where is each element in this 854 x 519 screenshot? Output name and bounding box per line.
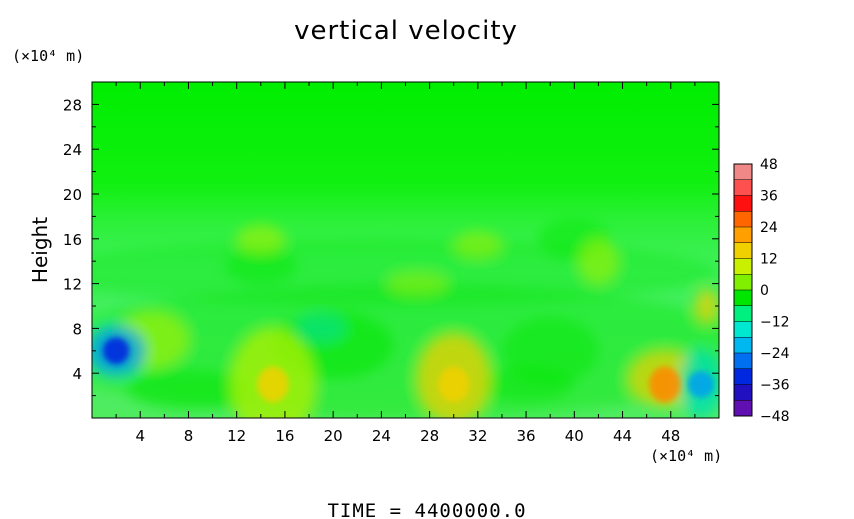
colorbar-label: −24	[760, 346, 790, 362]
heatmap-field	[92, 82, 719, 418]
heatmap-cell	[438, 366, 470, 403]
colorbar-segment	[734, 337, 752, 354]
y-tick-label: 8	[72, 320, 82, 338]
x-tick-label: 32	[468, 427, 487, 445]
heatmap-cell	[257, 366, 289, 403]
colorbar-segment	[734, 195, 752, 212]
heatmap-cell	[453, 230, 502, 258]
heatmap-cell	[501, 317, 599, 385]
colorbar-segment	[734, 305, 752, 322]
colorbar-segment	[734, 274, 752, 291]
heatmap-cell	[687, 370, 715, 398]
x-tick-label: 24	[372, 427, 391, 445]
colorbar-segment	[734, 242, 752, 259]
colorbar-label: −36	[760, 378, 790, 394]
y-tick-label: 20	[63, 186, 82, 204]
colorbar-label: 48	[760, 157, 778, 173]
y-axis-label: Height	[28, 217, 52, 283]
colorbar-segment	[734, 290, 752, 307]
x-tick-label: 20	[324, 427, 343, 445]
y-axis-ticks: 4 8 12 16 20 24 28	[63, 96, 719, 397]
colorbar-segment	[734, 400, 752, 417]
colorbar	[733, 163, 753, 417]
colorbar-label: 24	[760, 220, 778, 236]
y-unit-label: (×10⁴ m)	[12, 47, 84, 65]
colorbar-label: 36	[760, 189, 778, 205]
heatmap-cell	[296, 314, 346, 342]
x-tick-label: 48	[661, 427, 680, 445]
x-tick-label: 12	[227, 427, 246, 445]
colorbar-frame	[733, 163, 753, 417]
heatmap-cell	[128, 369, 249, 411]
colorbar-segment	[734, 179, 752, 196]
y-tick-label: 28	[63, 96, 82, 114]
colorbar-segment	[734, 368, 752, 385]
x-unit-label: (×10⁴ m)	[650, 447, 722, 465]
colorbar-segment	[734, 211, 752, 228]
heatmap-cell	[387, 272, 448, 295]
y-tick-label: 4	[72, 365, 82, 383]
colorbar-label: −48	[760, 409, 790, 425]
colorbar-labels: 48 36 24 12 0 −12 −24 −36 −48	[760, 157, 790, 425]
colorbar-segment	[734, 258, 752, 275]
x-tick-label: 40	[565, 427, 584, 445]
heatmap-cell	[477, 367, 575, 402]
heatmap-cell	[102, 337, 130, 365]
x-tick-label: 44	[613, 427, 632, 445]
chart-title: vertical velocity	[294, 16, 518, 46]
x-tick-label: 4	[135, 427, 145, 445]
y-tick-label: 24	[63, 141, 82, 159]
y-tick-label: 16	[63, 231, 82, 249]
x-tick-label: 28	[420, 427, 439, 445]
x-tick-label: 8	[184, 427, 194, 445]
x-tick-label: 16	[275, 427, 294, 445]
x-tick-label: 36	[517, 427, 536, 445]
heatmap-cell	[92, 238, 719, 306]
colorbar-label: 12	[760, 252, 778, 268]
colorbar-segment	[734, 164, 752, 181]
heatmap-cell	[649, 366, 681, 403]
x-axis-ticks: 4 8 12 16 20 24 28 32 36 40 44 48	[115, 82, 696, 445]
colorbar-segment	[734, 321, 752, 338]
colorbar-segment	[734, 227, 752, 244]
heatmap-cell	[579, 238, 618, 284]
colorbar-segment	[734, 353, 752, 370]
colorbar-segment	[734, 384, 752, 401]
time-footer: TIME = 4400000.0	[327, 500, 526, 519]
heatmap-cell	[694, 289, 719, 323]
y-tick-label: 12	[63, 276, 82, 294]
heatmap-cell	[236, 224, 285, 254]
colorbar-label: −12	[760, 315, 790, 331]
heatmap-cell	[224, 249, 297, 284]
colorbar-label: 0	[760, 283, 769, 299]
